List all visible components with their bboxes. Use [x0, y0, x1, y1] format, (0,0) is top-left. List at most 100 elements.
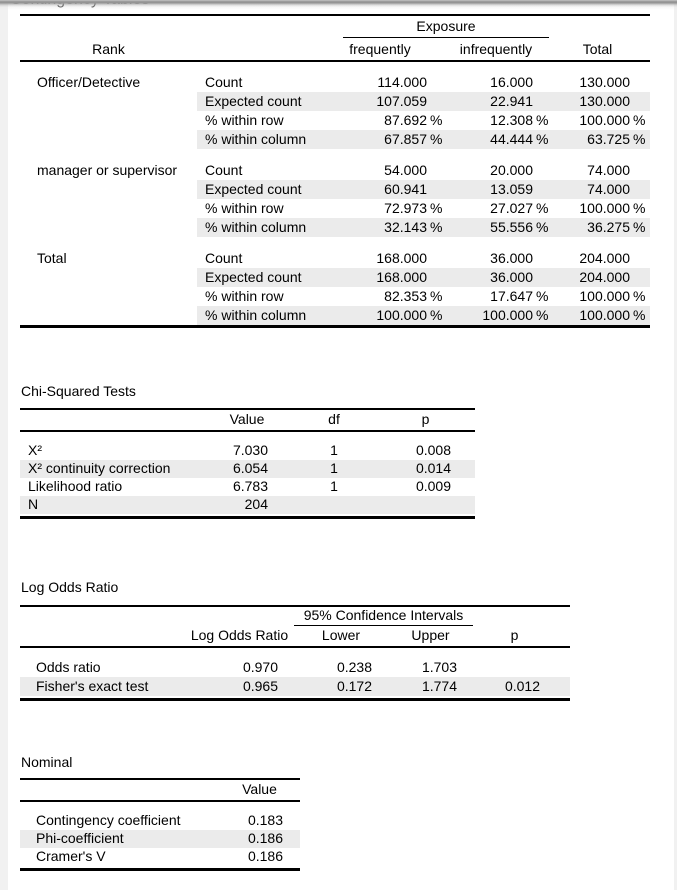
value-text: 27.027 [490, 199, 533, 216]
stat-label: % within column [205, 130, 307, 147]
value-text: 36.275 [587, 218, 630, 235]
estimate-label: Odds ratio [36, 658, 101, 675]
percent-unit: % [536, 306, 549, 323]
contingency-subrow: Expected count 60.941 13.059 74.000 [197, 180, 650, 199]
contingency-subrow: Count 54.000 20.000 74.000 [197, 161, 650, 180]
contingency-row: Officer/Detective Count 114.000 16.000 130.0… [20, 73, 650, 92]
nominal-row: Cramer's V 0.186 [20, 848, 300, 866]
value-text: 0.238 [336, 658, 372, 675]
test-label: X² continuity correction [28, 460, 171, 477]
data-cell: 36.000 [443, 269, 549, 287]
p-value-cell: 0.009 [384, 478, 467, 496]
page-title: Contingency Tables [10, 0, 149, 10]
stat-label: % within column [205, 306, 307, 323]
col-header-lower: Lower [321, 627, 361, 644]
contingency-subrow: % within row 72.973% 27.027% 100.000% [197, 199, 650, 218]
value-text: 82.353 [384, 287, 427, 304]
ci-span-row: 95% Confidence Intervals [20, 607, 570, 626]
contingency-row: Expected count 168.000 36.000 204.000 [20, 268, 650, 287]
value-text: 32.143 [384, 218, 427, 235]
data-cell: 20.000 [443, 162, 549, 180]
value-text: 74.000 [587, 180, 630, 197]
contingency-row: % within row 87.692% 12.308% 100.000% [20, 111, 650, 130]
value-text: 0.172 [336, 677, 372, 694]
value-text: 0.970 [242, 658, 278, 675]
percent-unit: % [633, 111, 646, 128]
chi-squared-row: X² 7.030 1 0.008 [20, 442, 475, 460]
contingency-row: Expected count 107.059 22.941 130.000 [20, 92, 650, 111]
nominal-header-row: Value [20, 780, 300, 802]
data-cell: 74.000 [549, 162, 646, 180]
contingency-row: manager or supervisor Count 54.000 20.000 74… [20, 161, 650, 180]
data-cell: 12.308% [443, 112, 549, 130]
percent-unit: % [430, 111, 443, 128]
col-header-value: Value [242, 781, 277, 798]
data-cell: 16.000 [443, 74, 549, 92]
value-text: 63.725 [587, 130, 630, 147]
chi-squared-row: N 204 [20, 496, 475, 514]
log-odds-table-body: Odds ratio 0.970 0.238 1.703 Fisher's exact … [20, 648, 570, 698]
value-cell: 0.186 [220, 848, 299, 866]
coefficient-label: Cramer's V [36, 848, 106, 865]
row-group-label: Total [37, 249, 67, 266]
chi-squared-header-row: Value df p [20, 410, 475, 432]
value-text: 204.000 [579, 249, 630, 266]
stat-label: Count [205, 249, 243, 266]
coefficient-label: Contingency coefficient [36, 812, 181, 829]
log-odds-table: 95% Confidence Intervals Log Odds Ratio … [20, 605, 570, 701]
test-label: X² [28, 442, 42, 459]
exposure-span-header: Exposure [343, 16, 549, 38]
contingency-subrow: Count 168.000 36.000 204.000 [197, 249, 650, 268]
data-cell: 67.857% [317, 131, 443, 149]
data-cell: 72.973% [317, 200, 443, 218]
row-group-label: Officer/Detective [37, 73, 141, 90]
value-text: 0.012 [504, 677, 540, 694]
row-group-label: manager or supervisor [37, 161, 178, 178]
value-text: 204 [244, 496, 268, 513]
data-cell: 107.059 [317, 93, 443, 111]
value-text: 36.000 [490, 249, 533, 266]
value-text: 20.000 [490, 161, 533, 178]
section-title-log-odds: Log Odds Ratio [21, 579, 119, 595]
data-cell: 100.000% [549, 307, 646, 325]
col-header-df: df [328, 411, 340, 428]
data-cell: 204.000 [549, 250, 646, 268]
data-cell: 60.941 [317, 181, 443, 199]
percent-unit: % [430, 199, 443, 216]
p-value-cell: 0.012 [473, 678, 556, 696]
row-group-label [20, 218, 197, 237]
percent-unit: % [633, 218, 646, 235]
value-text: 130.000 [579, 73, 630, 90]
contingency-row: % within column 67.857% 44.444% 63.725% [20, 130, 650, 149]
col-header-upper: Upper [411, 627, 450, 644]
value-text: 7.030 [232, 442, 268, 459]
data-cell: 44.444% [443, 131, 549, 149]
stat-label: % within row [205, 111, 284, 128]
data-cell: 114.000 [317, 74, 443, 92]
section-title-nominal: Nominal [21, 754, 73, 770]
col-header-frequently: frequently [349, 40, 411, 57]
nominal-row: Phi-coefficient 0.186 [20, 830, 300, 848]
value-text: 22.941 [490, 92, 533, 109]
data-cell: 100.000% [317, 307, 443, 325]
percent-unit: % [536, 218, 549, 235]
stat-label: Expected count [205, 92, 302, 109]
p-value-cell: 0.014 [384, 460, 467, 478]
value-text: 100.000 [579, 287, 630, 304]
col-header-total: Total [582, 40, 613, 57]
value-text: 0.186 [247, 848, 283, 865]
percent-unit: % [536, 130, 549, 147]
value-cell: 7.030 [210, 442, 284, 460]
chi-squared-row: Likelihood ratio 6.783 1 0.009 [20, 478, 475, 496]
value-text: 6.054 [232, 460, 268, 477]
estimate-label: Fisher's exact test [36, 677, 149, 694]
panel-right-edge [674, 0, 677, 890]
contingency-subrow: Count 114.000 16.000 130.000 [197, 73, 650, 92]
row-group-label [20, 130, 197, 149]
contingency-subrow: % within column 32.143% 55.556% 36.275% [197, 218, 650, 237]
df-cell: 1 [330, 478, 338, 495]
contingency-row: Expected count 60.941 13.059 74.000 [20, 180, 650, 199]
row-group-label [20, 306, 197, 325]
section-title-chi-squared: Chi-Squared Tests [21, 383, 136, 399]
value-text: 54.000 [384, 161, 427, 178]
